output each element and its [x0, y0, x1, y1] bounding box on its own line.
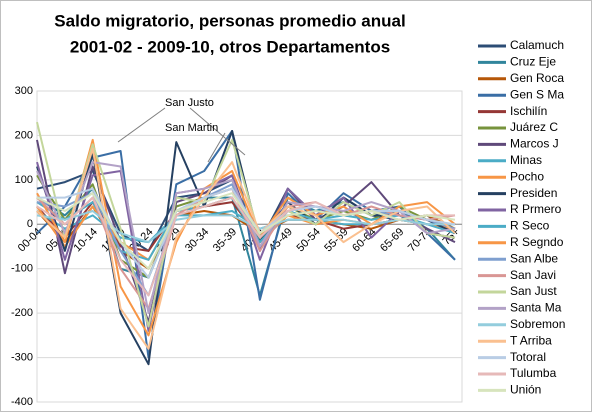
legend-label: Sobremon: [510, 317, 565, 331]
annotation: San Justo: [165, 97, 214, 109]
legend-label: Totoral: [510, 350, 546, 364]
legend-label: R Segndo: [510, 235, 564, 249]
legend-label: Unión: [510, 383, 541, 397]
legend-label: T Arriba: [510, 333, 552, 347]
leader-line: [189, 107, 246, 156]
legend-label: Santa Ma: [510, 301, 562, 315]
legend-label: Presiden: [510, 186, 557, 200]
chart-subtitle: 2001-02 - 2009-10, otros Departamentos: [70, 37, 390, 56]
legend-label: R Prmero: [510, 202, 562, 216]
legend-label: Juárez C: [510, 120, 558, 134]
legend-label: San Just: [510, 284, 557, 298]
legend: Calamuch Cruz Eje Gen Roca Gen S Ma Ischilín…: [478, 38, 565, 397]
plot: [36, 121, 456, 366]
legend-label: Cruz Eje: [510, 55, 556, 69]
series-line: [36, 192, 456, 270]
y-tick-label: 100: [15, 174, 33, 186]
legend-label: Ischilín: [510, 104, 547, 118]
legend-label: Minas: [510, 153, 542, 167]
annotations: San Justo San Martin: [117, 97, 246, 163]
y-tick-label: 300: [15, 85, 33, 97]
legend-label: Calamuch: [510, 38, 564, 52]
legend-label: Marcos J: [510, 137, 559, 151]
series-line: [37, 187, 456, 279]
y-tick-label: -200: [11, 307, 33, 319]
legend-label: Tulumba: [510, 366, 557, 380]
legend-label: San Albe: [510, 251, 558, 265]
y-tick-label: 200: [15, 129, 33, 141]
annotation: San Martin: [165, 122, 218, 134]
legend-label: San Javi: [510, 268, 556, 282]
chart-title: Saldo migratorio, personas promedio anua…: [54, 11, 405, 30]
leader-line: [207, 132, 226, 163]
legend-label: R Seco: [510, 219, 550, 233]
legend-label: Pocho: [510, 169, 544, 183]
legend-label: Gen S Ma: [510, 87, 564, 101]
y-tick-label: -400: [11, 396, 33, 408]
y-tick-label: -100: [11, 263, 33, 275]
y-tick-label: -300: [11, 351, 33, 363]
leader-line: [117, 107, 166, 143]
y-tick-label: 0: [27, 218, 33, 230]
legend-label: Gen Roca: [510, 71, 564, 85]
series-line: [36, 121, 456, 328]
series-line: [36, 210, 455, 244]
